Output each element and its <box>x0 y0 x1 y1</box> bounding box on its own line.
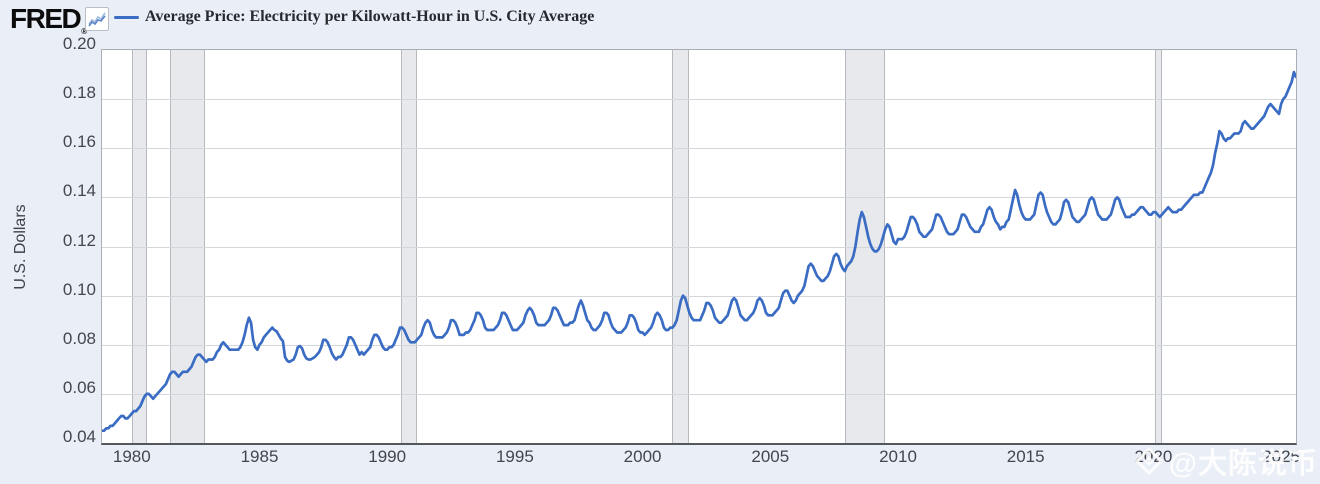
legend-line-swatch <box>114 16 139 19</box>
x-tick-label: 2025 <box>1262 447 1300 466</box>
y-tick-label: 0.18 <box>62 83 96 103</box>
data-line-svg <box>102 70 1296 433</box>
x-tick-label: 2015 <box>1006 447 1045 466</box>
y-tick-label: 0.12 <box>62 230 96 250</box>
y-gridline <box>102 246 1296 248</box>
x-tick-label: 2020 <box>1134 447 1173 466</box>
x-tick-label: 1985 <box>240 447 279 466</box>
y-gridline <box>102 295 1296 297</box>
y-gridline <box>102 344 1296 346</box>
y-tick-label: 0.10 <box>62 279 96 299</box>
x-tick-label: 2000 <box>623 447 662 466</box>
series-title-link[interactable]: Average Price: Electricity per Kilowatt-… <box>145 8 595 25</box>
y-gridline <box>102 197 1296 199</box>
y-tick-label: 0.16 <box>62 132 96 152</box>
x-tick-label: 2010 <box>879 447 917 466</box>
y-tick-label: 0.08 <box>62 328 96 348</box>
x-tick-label: 1990 <box>368 447 407 466</box>
y-gridline <box>102 148 1296 150</box>
y-tick-label: 0.06 <box>62 377 96 397</box>
y-tick-label: 0.20 <box>62 34 96 53</box>
y-gridline <box>102 393 1296 395</box>
chart-header: FRED® Average Price: Electricity per Kil… <box>0 0 1320 36</box>
x-tick-label: 1980 <box>112 447 151 466</box>
x-tick-label: 2005 <box>751 447 790 466</box>
x-tick-label: 1995 <box>495 447 534 466</box>
registered-mark: ® <box>81 27 87 36</box>
y-tick-label: 0.04 <box>62 427 96 446</box>
plot-canvas <box>102 50 1296 443</box>
fred-logo[interactable]: FRED® <box>10 3 87 36</box>
fred-graph-icon <box>85 7 109 31</box>
plot-area[interactable] <box>101 49 1297 445</box>
fred-logo-text: FRED <box>10 3 82 34</box>
y-tick-label: 0.14 <box>62 181 96 201</box>
data-line <box>102 70 1296 433</box>
y-gridline <box>102 99 1296 101</box>
